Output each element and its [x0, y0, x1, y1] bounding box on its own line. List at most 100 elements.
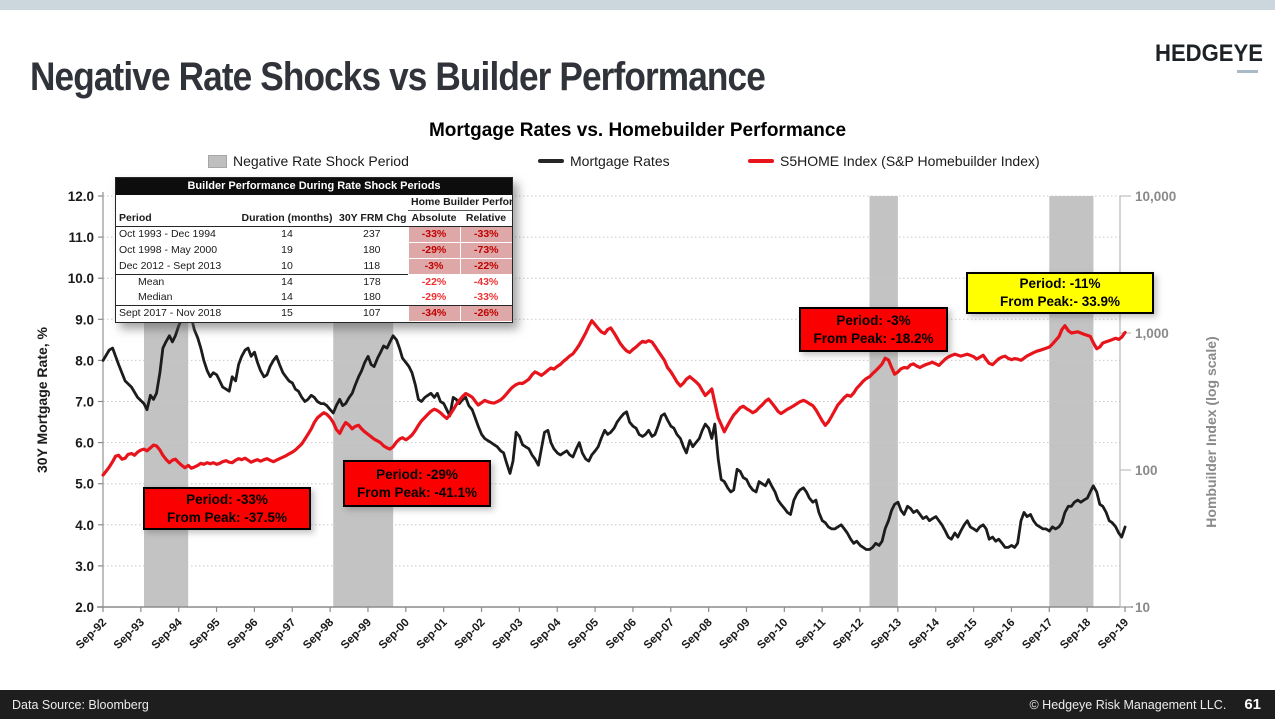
table-row: Oct 1993 - Dec 1994 14 237 -33% -33%: [116, 226, 513, 243]
table-row: Mean 14 178 -22% -43%: [116, 274, 513, 290]
annotation-line2: From Peak: -18.2%: [813, 330, 934, 346]
x-tick-label: Sep-15: [945, 616, 981, 652]
x-tick-label: Sep-12: [831, 617, 866, 652]
left-tick-label: 2.0: [75, 600, 94, 615]
col-frm-chg: 30Y FRM Chg: [336, 210, 408, 227]
annotation-line1: Period: -29%: [376, 466, 458, 482]
table-cell: Median: [138, 291, 173, 303]
legend-label: Mortgage Rates: [570, 153, 670, 169]
legend-label: Negative Rate Shock Period: [233, 153, 409, 169]
x-tick-label: Sep-18: [1058, 616, 1094, 652]
series-s5home-index: [101, 319, 1127, 477]
table-cell: -73%: [459, 242, 513, 259]
table-cell: 14: [281, 228, 293, 241]
col-duration: Duration (months): [238, 210, 336, 227]
annotation-line2: From Peak: -37.5%: [166, 509, 288, 525]
x-tick-label: Sep-09: [717, 617, 752, 652]
annotation-period-29: Period: -29% From Peak: -41.1%: [343, 460, 491, 507]
table-cell: 180: [363, 291, 381, 303]
annotation-period-3: Period: -3% From Peak: -18.2%: [799, 307, 948, 352]
x-tick-label: Sep-01: [415, 616, 451, 652]
table-cell: -43%: [460, 274, 513, 290]
col-absolute: Absolute: [408, 210, 460, 227]
annotation-line2: From Peak: -41.1%: [356, 484, 478, 500]
table-cell: -22%: [459, 258, 513, 275]
left-tick-label: 9.0: [75, 312, 94, 327]
table-cell: 19: [281, 244, 293, 256]
builder-performance-table: Builder Performance During Rate Shock Pe…: [115, 177, 513, 323]
logo-underline: [1237, 70, 1258, 73]
left-tick-label: 11.0: [68, 230, 94, 245]
table-row: Oct 1998 - May 2000 19 180 -29% -73%: [116, 242, 513, 259]
table-cell: 180: [362, 244, 381, 256]
legend-item-mortgage-rates: Mortgage Rates: [538, 153, 670, 169]
x-tick-label: Sep-00: [377, 617, 412, 652]
x-tick-label: Sep-94: [150, 616, 186, 652]
col-period: Period: [116, 210, 238, 227]
x-tick-label: Sep-93: [112, 617, 147, 652]
x-tick-label: Sep-08: [680, 616, 716, 652]
table-cell: Sept 2017 - Nov 2018: [116, 305, 238, 322]
page-title: Negative Rate Shocks vs Builder Performa…: [30, 54, 766, 99]
table-cell: 14: [281, 291, 293, 303]
annotation-line1: Period: -33%: [186, 491, 268, 507]
left-tick-label: 4.0: [75, 518, 94, 533]
legend-item-shock-period: Negative Rate Shock Period: [208, 153, 409, 169]
table-cell: -34%: [407, 305, 460, 322]
annotation-line1: Period: -3%: [836, 312, 911, 328]
table-cell: -3%: [407, 258, 460, 275]
annotation-line1: Period: -11%: [1019, 276, 1101, 291]
right-axis-title: Hombuilder Index (log scale): [1203, 336, 1219, 527]
table-cell: -33%: [473, 291, 499, 303]
table-cell: Dec 2012 - Sept 2013: [119, 259, 222, 272]
annotation-period-33: Period: -33% From Peak: -37.5%: [143, 487, 311, 530]
x-tick-label: Sep-92: [74, 617, 109, 652]
footer-bar: Data Source: Bloomberg © Hedgeye Risk Ma…: [0, 690, 1275, 719]
series-mortgage-rates: [101, 309, 1127, 551]
x-tick-label: Sep-97: [263, 617, 298, 652]
table-title: Builder Performance During Rate Shock Pe…: [116, 178, 513, 195]
table-cell: Mean: [116, 274, 238, 290]
x-tick-label: Sep-02: [452, 617, 487, 652]
col-relative: Relative: [460, 210, 513, 227]
top-accent-bar: [0, 0, 1275, 10]
table-cell: 10: [281, 259, 293, 272]
left-tick-label: 6.0: [75, 436, 94, 451]
x-tick-label: Sep-16: [982, 617, 1017, 652]
table-cell: -29%: [421, 291, 447, 303]
legend-item-s5home: S5HOME Index (S&P Homebuilder Index): [748, 153, 1040, 169]
table-cell: 15: [238, 305, 336, 322]
left-tick-label: 7.0: [75, 395, 94, 410]
page-number: 61: [1244, 696, 1261, 713]
copyright: © Hedgeye Risk Management LLC.: [1029, 697, 1227, 712]
x-tick-label: Sep-99: [339, 617, 374, 652]
table-row: Dec 2012 - Sept 2013 10 118 -3% -22%: [116, 258, 513, 275]
x-tick-label: Sep-95: [188, 616, 224, 652]
legend-label: S5HOME Index (S&P Homebuilder Index): [780, 153, 1040, 169]
x-tick-label: Sep-05: [566, 616, 602, 652]
table-cell: -33%: [459, 226, 513, 243]
left-tick-label: 12.0: [68, 189, 94, 204]
right-tick-label: 10: [1135, 600, 1150, 615]
chart-title: Mortgage Rates vs. Homebuilder Performan…: [428, 120, 847, 141]
table-cell: 178: [336, 274, 408, 290]
table-cell: -33%: [407, 226, 460, 243]
x-tick-label: Sep-98: [301, 616, 337, 652]
annotation-line2: From Peak:- 33.9%: [999, 294, 1121, 309]
right-tick-label: 10,000: [1135, 189, 1176, 204]
table-cell: -22%: [408, 274, 460, 290]
left-tick-label: 3.0: [75, 559, 94, 574]
data-source: Data Source: Bloomberg: [12, 697, 149, 712]
s5home-swatch: [748, 159, 774, 163]
left-tick-label: 10.0: [68, 271, 94, 286]
x-tick-label: Sep-19: [1096, 617, 1131, 652]
left-tick-label: 8.0: [75, 353, 94, 368]
right-tick-label: 100: [1135, 463, 1158, 478]
right-tick-label: 1,000: [1135, 326, 1169, 341]
shock-period-swatch: [208, 154, 227, 168]
table-cell: -26%: [459, 305, 513, 322]
table-cell: 118: [363, 259, 381, 272]
x-tick-label: Sep-17: [1020, 617, 1055, 652]
table-cell: 14: [238, 274, 336, 290]
x-tick-label: Sep-07: [642, 617, 677, 652]
